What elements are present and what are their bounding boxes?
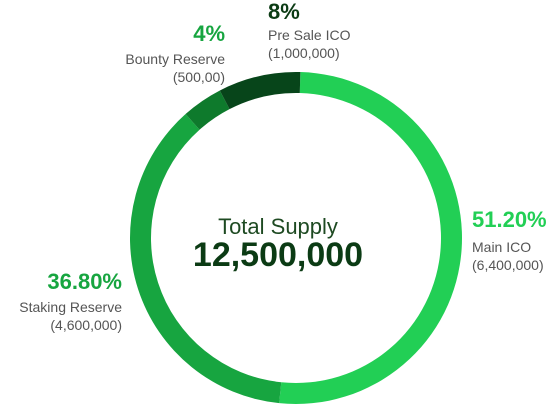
center-value: 12,500,000: [192, 236, 364, 274]
slice-amount-staking-reserve: (4,600,000): [50, 317, 122, 333]
donut-slice-bounty-reserve: [185, 90, 230, 130]
donut-slices: [130, 72, 463, 404]
donut-slice-staking-reserve: [130, 114, 282, 404]
label-staking-reserve: 36.80% Staking Reserve (4,600,000): [19, 270, 122, 334]
slice-amount-pre-sale-ico: (1,000,000): [268, 45, 340, 61]
label-bounty-reserve: 4% Bounty Reserve (500,00): [125, 22, 225, 86]
center-title: Total Supply: [218, 214, 338, 239]
slice-name-bounty-reserve: Bounty Reserve: [125, 51, 225, 67]
label-main-ico: 51.20% Main ICO (6,400,000): [472, 208, 547, 274]
slice-name-main-ico: Main ICO: [472, 239, 532, 255]
slice-percent-bounty-reserve: 4%: [193, 21, 225, 46]
donut-slice-main-ico: [279, 72, 463, 404]
slice-amount-bounty-reserve: (500,00): [172, 69, 225, 85]
slice-name-pre-sale-ico: Pre Sale ICO: [268, 27, 351, 43]
slice-percent-staking-reserve: 36.80%: [47, 269, 122, 294]
slice-amount-main-ico: (6,400,000): [472, 257, 544, 273]
label-pre-sale-ico: 8% Pre Sale ICO (1,000,000): [268, 0, 350, 62]
donut-slice-pre-sale-ico: [219, 72, 301, 110]
slice-percent-pre-sale-ico: 8%: [268, 0, 300, 24]
slice-name-staking-reserve: Staking Reserve: [19, 299, 122, 315]
slice-percent-main-ico: 51.20%: [472, 207, 547, 232]
